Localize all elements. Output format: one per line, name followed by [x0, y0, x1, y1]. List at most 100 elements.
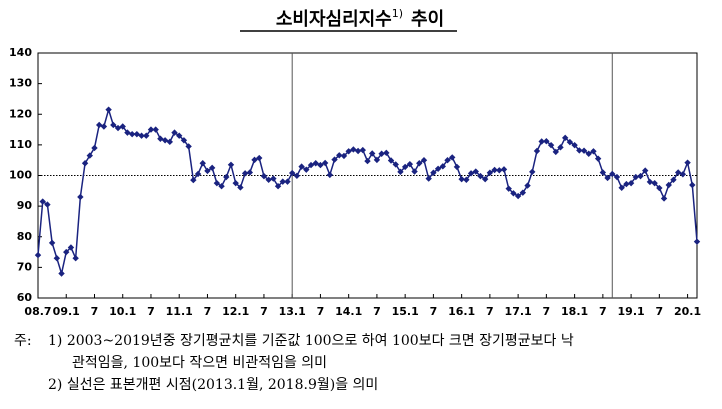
- point: [53, 254, 61, 262]
- point: [138, 132, 145, 139]
- point: [472, 168, 479, 175]
- point: [265, 176, 272, 183]
- y-tick-label: 120: [9, 107, 32, 120]
- point: [180, 137, 188, 144]
- title-sup: 1): [392, 7, 403, 20]
- point: [208, 164, 216, 172]
- x-tick-label: 18.1: [561, 305, 588, 318]
- point: [72, 254, 79, 262]
- y-tick-label: 90: [17, 199, 33, 212]
- x-tick-label: 19.1: [618, 305, 645, 318]
- point: [232, 179, 239, 187]
- point: [387, 157, 395, 164]
- point: [510, 190, 517, 197]
- point: [39, 198, 46, 205]
- point: [618, 184, 625, 191]
- point: [491, 166, 498, 174]
- point: [223, 173, 230, 181]
- point: [194, 170, 202, 178]
- point: [543, 138, 550, 145]
- point: [260, 172, 268, 180]
- point: [519, 189, 527, 196]
- point: [416, 160, 423, 167]
- point: [571, 141, 578, 149]
- x-tick-label: 17.1: [505, 305, 532, 318]
- point: [128, 130, 136, 138]
- point: [496, 167, 503, 174]
- point: [176, 132, 183, 139]
- point: [613, 173, 621, 181]
- point: [623, 180, 630, 188]
- y-tick-label: 130: [9, 77, 32, 90]
- point: [284, 178, 291, 185]
- x-tick-label: 7: [147, 305, 155, 318]
- x-tick-label: 12.1: [222, 305, 249, 318]
- note-label: 주:: [14, 333, 32, 349]
- point: [449, 154, 456, 161]
- x-tick-label: 20.1: [674, 305, 701, 318]
- point: [317, 161, 324, 169]
- point: [533, 147, 541, 155]
- point: [331, 156, 338, 163]
- point: [383, 149, 390, 157]
- note-line: 2) 실선은 표본개편 시점(2013.1월, 2018.9월)을 의미: [48, 377, 378, 393]
- x-tick-label: 09.1: [53, 305, 80, 318]
- y-tick-label: 60: [17, 291, 33, 304]
- point: [425, 175, 432, 182]
- y-tick-label: 140: [9, 46, 32, 59]
- point: [256, 154, 263, 162]
- point: [500, 166, 508, 173]
- point: [566, 138, 574, 146]
- x-tick-label: 13.1: [279, 305, 306, 318]
- point: [458, 175, 465, 183]
- point: [81, 160, 89, 167]
- point: [152, 126, 159, 133]
- point: [251, 156, 258, 164]
- point: [359, 146, 366, 154]
- point: [110, 121, 117, 129]
- y-tick-label: 70: [17, 260, 33, 273]
- point: [679, 171, 687, 178]
- point: [689, 181, 696, 189]
- note-line: 관적임을, 100보다 작으면 비관적임을 의미: [72, 355, 327, 371]
- point: [406, 160, 414, 168]
- x-tick-label: 7: [486, 305, 494, 318]
- point: [190, 176, 197, 184]
- point: [143, 132, 150, 139]
- point: [604, 174, 611, 182]
- point: [364, 157, 371, 165]
- point: [505, 185, 512, 192]
- point: [369, 150, 376, 157]
- point: [354, 147, 362, 155]
- point: [340, 152, 348, 160]
- point: [237, 184, 244, 191]
- point: [646, 178, 654, 186]
- point: [67, 244, 75, 251]
- x-tick-label: 7: [543, 305, 551, 318]
- chart-title: 소비자심리지수1) 추이: [276, 7, 444, 30]
- point: [651, 179, 658, 187]
- point: [279, 178, 286, 185]
- point: [401, 163, 409, 171]
- point: [91, 144, 98, 152]
- point: [336, 152, 343, 159]
- y-tick-label: 100: [9, 169, 32, 182]
- x-tick-label: 15.1: [392, 305, 419, 318]
- x-tick-label: 16.1: [448, 305, 475, 318]
- point: [246, 169, 254, 176]
- point: [693, 238, 701, 245]
- point: [411, 168, 418, 175]
- point: [58, 270, 65, 277]
- point: [637, 172, 644, 180]
- point: [665, 181, 672, 189]
- point: [241, 170, 249, 177]
- point: [298, 163, 305, 170]
- point: [538, 138, 545, 145]
- point: [161, 137, 169, 144]
- point: [481, 175, 489, 183]
- point: [166, 138, 173, 146]
- point: [463, 176, 470, 183]
- point: [642, 167, 649, 174]
- point: [157, 135, 164, 142]
